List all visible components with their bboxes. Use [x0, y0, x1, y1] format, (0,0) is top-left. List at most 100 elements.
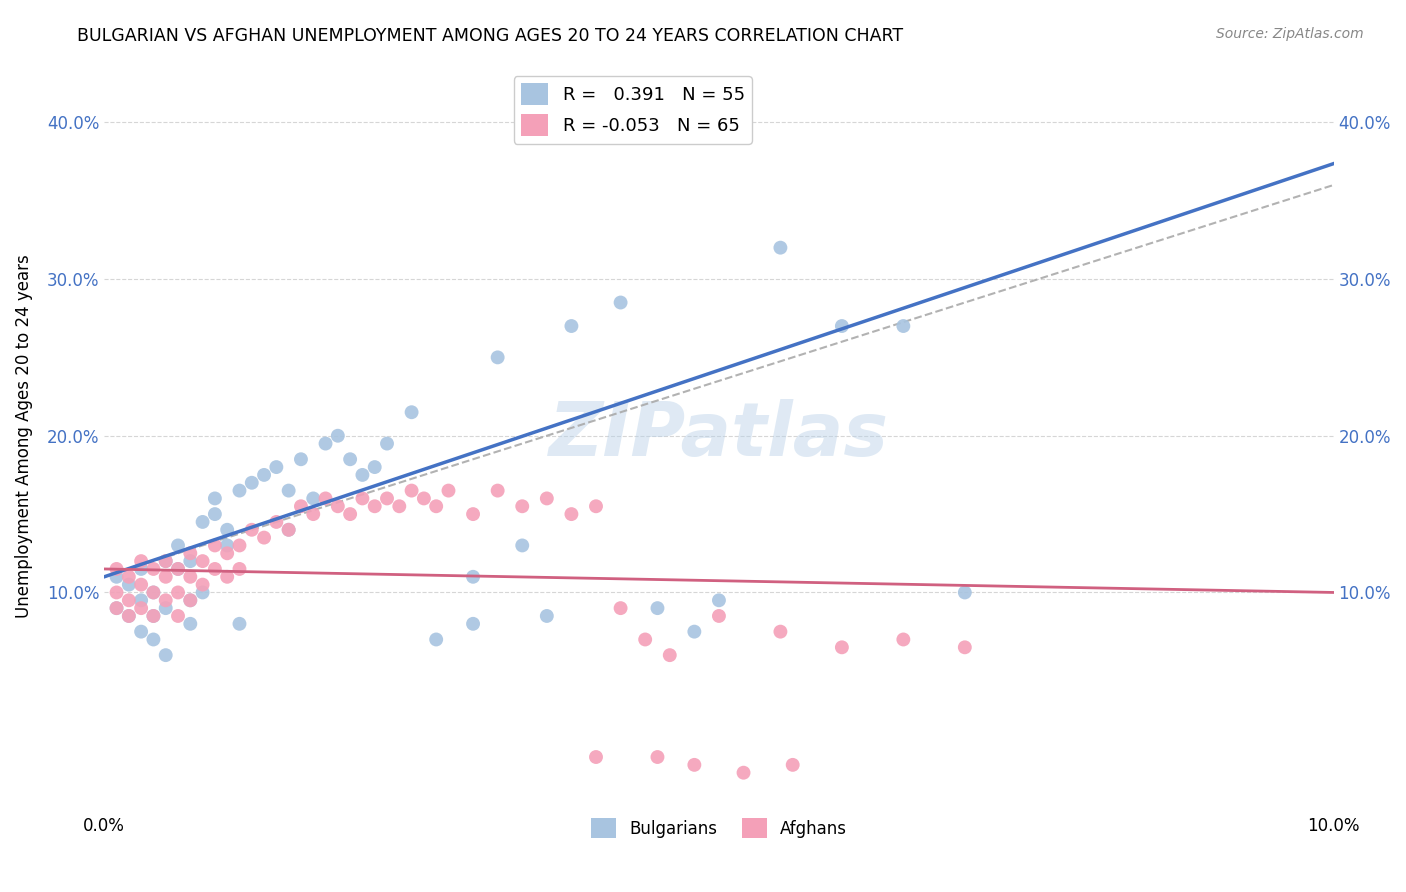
Point — [179, 593, 201, 607]
Point — [167, 609, 190, 624]
Point — [302, 507, 325, 521]
Point — [769, 241, 792, 255]
Point — [118, 577, 141, 591]
Point — [290, 452, 312, 467]
Point — [609, 295, 631, 310]
Point — [105, 601, 128, 615]
Point — [217, 570, 239, 584]
Point — [425, 632, 447, 647]
Point — [228, 483, 250, 498]
Point — [683, 624, 706, 639]
Point — [217, 538, 239, 552]
Point — [510, 500, 533, 514]
Point — [585, 750, 607, 764]
Point — [167, 585, 190, 599]
Point — [155, 601, 177, 615]
Point — [326, 500, 349, 514]
Point — [105, 562, 128, 576]
Text: Source: ZipAtlas.com: Source: ZipAtlas.com — [1216, 27, 1364, 41]
Point — [129, 624, 152, 639]
Point — [142, 632, 165, 647]
Point — [105, 585, 128, 599]
Point — [253, 531, 276, 545]
Point — [204, 562, 226, 576]
Point — [315, 436, 337, 450]
Point — [769, 624, 792, 639]
Point — [277, 523, 299, 537]
Point — [277, 483, 299, 498]
Point — [118, 570, 141, 584]
Point — [461, 570, 484, 584]
Point — [831, 319, 853, 334]
Point — [486, 483, 509, 498]
Point — [831, 640, 853, 655]
Point — [179, 616, 201, 631]
Point — [129, 562, 152, 576]
Point — [204, 507, 226, 521]
Point — [953, 585, 976, 599]
Point — [510, 538, 533, 552]
Point — [167, 562, 190, 576]
Point — [179, 570, 201, 584]
Point — [560, 319, 582, 334]
Point — [142, 585, 165, 599]
Point — [560, 507, 582, 521]
Point — [155, 648, 177, 662]
Legend: Bulgarians, Afghans: Bulgarians, Afghans — [583, 811, 853, 845]
Point — [891, 632, 914, 647]
Point — [585, 500, 607, 514]
Point — [891, 319, 914, 334]
Text: BULGARIAN VS AFGHAN UNEMPLOYMENT AMONG AGES 20 TO 24 YEARS CORRELATION CHART: BULGARIAN VS AFGHAN UNEMPLOYMENT AMONG A… — [77, 27, 904, 45]
Point — [953, 640, 976, 655]
Point — [683, 757, 706, 772]
Point — [536, 491, 558, 506]
Point — [129, 577, 152, 591]
Point — [240, 475, 263, 490]
Text: ZIPatlas: ZIPatlas — [548, 400, 889, 472]
Point — [412, 491, 434, 506]
Point — [375, 436, 398, 450]
Point — [326, 428, 349, 442]
Point — [302, 491, 325, 506]
Point — [364, 460, 387, 475]
Point — [167, 538, 190, 552]
Point — [191, 515, 214, 529]
Point — [179, 554, 201, 568]
Point — [339, 507, 361, 521]
Point — [179, 593, 201, 607]
Point — [266, 515, 288, 529]
Point — [105, 601, 128, 615]
Point — [155, 554, 177, 568]
Point — [647, 601, 669, 615]
Point — [191, 585, 214, 599]
Point — [733, 765, 755, 780]
Point — [536, 609, 558, 624]
Point — [401, 483, 423, 498]
Point — [191, 577, 214, 591]
Point — [118, 609, 141, 624]
Point — [437, 483, 460, 498]
Point — [461, 616, 484, 631]
Y-axis label: Unemployment Among Ages 20 to 24 years: Unemployment Among Ages 20 to 24 years — [15, 254, 32, 617]
Point — [425, 500, 447, 514]
Point — [105, 570, 128, 584]
Point — [486, 351, 509, 365]
Point — [129, 593, 152, 607]
Point — [352, 467, 374, 482]
Point — [217, 523, 239, 537]
Point — [375, 491, 398, 506]
Point — [339, 452, 361, 467]
Point — [142, 562, 165, 576]
Point — [155, 593, 177, 607]
Point — [634, 632, 657, 647]
Point — [352, 491, 374, 506]
Point — [228, 538, 250, 552]
Point — [253, 467, 276, 482]
Point — [401, 405, 423, 419]
Point — [118, 593, 141, 607]
Point — [315, 491, 337, 506]
Point — [647, 750, 669, 764]
Point — [217, 546, 239, 560]
Point — [179, 546, 201, 560]
Point — [266, 460, 288, 475]
